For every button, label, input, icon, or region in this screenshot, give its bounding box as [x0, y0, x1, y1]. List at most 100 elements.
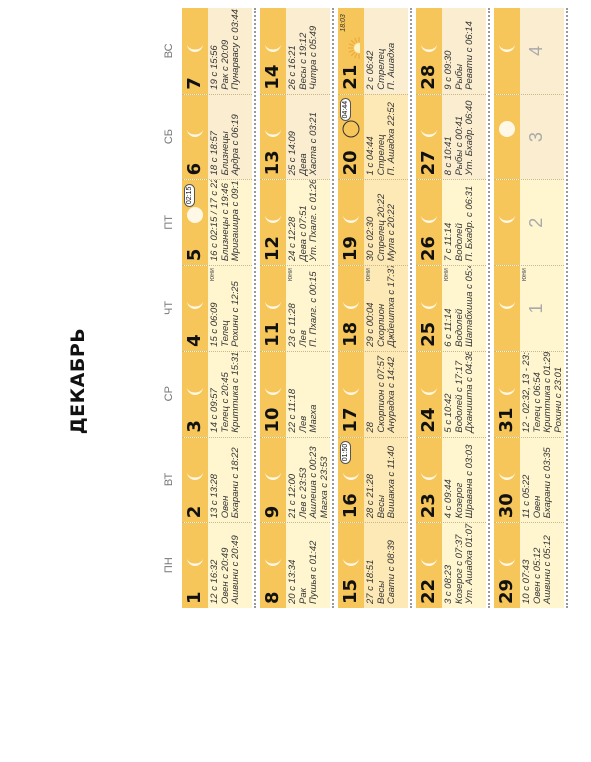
day-cell[interactable]: 8 20 с 13:34 Рак Пушья с 01:42: [260, 522, 330, 608]
day-cell[interactable]: 22 3 с 08:23 Козерог с 07:37 Ут. Ашадха 01:…: [416, 522, 486, 608]
day-cell[interactable]: 4: [494, 7, 564, 94]
day-number: 20: [340, 150, 361, 176]
day-info: 14 с 09:57 Телец с 20:45 Криттика с 15:31: [209, 351, 242, 433]
day-cell[interactable]: 24 5 с 10:42 Водолей с 17:17 Дханишта с 04:…: [416, 350, 486, 437]
info-line: Мригашира с 09:17: [230, 179, 241, 262]
info-line: Криттика с 15:31: [230, 351, 241, 433]
crescent-moon-icon: [343, 215, 359, 224]
page-title: ДЕКАБРЬ: [67, 327, 89, 435]
day-cell[interactable]: 30 11 с 05:22 Овен Бхарани с 03:35: [494, 436, 564, 523]
crescent-moon-icon: [187, 300, 203, 309]
day-cell[interactable]: 15 27 с 18:51 Весы Свати с 08:39: [338, 522, 408, 608]
info-line: Ут. Ашадха 01:07: [464, 523, 475, 604]
solstice-time: 18:03: [340, 14, 347, 32]
crescent-moon-icon: [265, 129, 281, 138]
day-cell[interactable]: 1 12 с 16:32 Овен с 20:49 Ашвини с 20:49: [182, 522, 252, 608]
crescent-moon-icon: [187, 43, 203, 52]
day-cell[interactable]: 3: [494, 93, 564, 180]
day-number: 5: [184, 248, 205, 262]
weekday-label: ЧТ: [163, 300, 175, 316]
day-number: 21: [340, 64, 361, 90]
day-cell[interactable]: 18 юни 29 с 00:04 Скорпион Джйештха с 17:37: [338, 265, 408, 351]
day-info: 22 с 11:18 Лев Магха: [287, 354, 320, 433]
day-info: 1 с 04:44 Стрелец П. Ашадха 22:52: [365, 97, 398, 176]
day-info: 20 с 13:34 Рак Пушья с 01:42: [287, 525, 320, 604]
day-info: 16 с 02:15 / 17 с 22:27 Близнецы с 19:46 М…: [209, 179, 242, 262]
day-cell[interactable]: 3 14 с 09:57 Телец с 20:45 Криттика с 15:31: [182, 350, 252, 437]
day-info: 12 с 16:32 Овен с 20:49 Ашвини с 20:49: [209, 525, 242, 604]
crescent-moon-icon: [343, 386, 359, 395]
day-cell[interactable]: 14 26 с 16:21 Весы с 19:12 Читра с 05:49: [260, 7, 330, 94]
info-line: 1 с 04:44: [365, 136, 376, 176]
info-line: 12 - 02:32, 13 - 23:19: [521, 350, 532, 433]
info-line: 18 с 18:57: [209, 131, 220, 176]
phase-time-badge: 02:15: [184, 183, 195, 208]
crescent-moon-icon: [499, 472, 515, 481]
info-line: Ашлеша с 00:23: [308, 446, 319, 519]
day-cell[interactable]: 12 24 с 12:28 Дева с 07:51 Ут. Пхалг. с 01:…: [260, 179, 330, 266]
info-line: 10 с 07:43: [521, 559, 532, 604]
info-line: Ашвини с 05:12: [542, 535, 553, 604]
day-cell[interactable]: юни 1: [494, 265, 564, 351]
day-number: 10: [262, 407, 283, 433]
weekday-label: СР: [163, 386, 175, 402]
day-cell[interactable]: 28 9 с 09:30 Рыбы Ревати с 06:14: [416, 7, 486, 94]
day-cell[interactable]: 7 19 с 15:56 Рак с 20:09 Пунарвасу с 03:44: [182, 7, 252, 94]
crescent-moon-icon: [421, 129, 437, 138]
info-line: Ашвини с 20:49: [230, 535, 241, 604]
info-line: 23 с 11:28: [287, 303, 298, 347]
day-cell[interactable]: 23 4 с 09:44 Козерог Шравана с 03:03: [416, 436, 486, 523]
day-cell[interactable]: 13 25 с 14:09 Дева Хаста с 03:21: [260, 93, 330, 180]
crescent-moon-icon: [265, 300, 281, 309]
crescent-moon-icon: [265, 386, 281, 395]
day-info: 2 с 06:42 Стрелец П. Ашадха: [365, 10, 398, 90]
day-info: 18 с 18:57 Близнецы Ардра с 06:19: [209, 97, 242, 176]
day-cell[interactable]: 9 21 с 12:00 Лев с 23:53 Ашлеша с 00:23 Магх…: [260, 436, 330, 523]
info-line: 6 с 11:14: [443, 308, 454, 347]
day-number: 6: [184, 162, 205, 176]
next-month-day: 2: [526, 217, 546, 228]
info-line: 15 с 06:09: [209, 302, 220, 347]
day-number: 17: [340, 407, 361, 433]
info-line: Ардра с 06:19: [230, 114, 241, 176]
crescent-moon-icon: [187, 472, 203, 481]
day-info: 23 с 11:28 Лев П. Пхалг. с 00:15: [287, 268, 320, 347]
day-cell[interactable]: 26 7 с 11:14 Водолей П. Бхадр. с 06:31: [416, 179, 486, 266]
day-cell[interactable]: 5 02:15 16 с 02:15 / 17 с 22:27 Близнецы с …: [182, 179, 252, 266]
crescent-moon-icon: [265, 43, 281, 52]
day-cell[interactable]: 21 18:03 2 с 06:42 Стрелец П. Ашадха: [338, 7, 408, 94]
day-cell[interactable]: 29 10 с 07:43 Овен с 05:12 Ашвини с 05:12: [494, 522, 564, 608]
info-line: 24 с 12:28: [287, 216, 298, 262]
info-line: Криттика с 01:29 /: [542, 350, 553, 433]
day-cell[interactable]: 31 12 - 02:32, 13 - 23:19 Телец с 06:54 Кри…: [494, 350, 564, 437]
day-cell[interactable]: 11 юни 23 с 11:28 Лев П. Пхалг. с 00:15: [260, 265, 330, 351]
day-cell[interactable]: 27 8 с 10:41 Рыбы с 00:41 Ут. Бхадр. 06:40: [416, 93, 486, 180]
day-number: 31: [496, 407, 517, 433]
full-moon-icon: [187, 207, 203, 224]
day-cell[interactable]: 25 юни 6 с 11:14 Водолей Шатабхиша с 05:49: [416, 265, 486, 351]
day-number: 8: [262, 591, 283, 604]
info-line: 27 с 18:51: [365, 559, 376, 604]
day-cell[interactable]: 19 30 с 02:30 Стрелец 20:22 Мула с 20:22: [338, 179, 408, 266]
crescent-moon-icon: [343, 472, 359, 481]
day-number: 19: [340, 236, 361, 262]
day-cell[interactable]: 16 01:50 28 с 21:28 Весы Вишакха с 11:40: [338, 436, 408, 523]
info-line: Ревати с 06:14: [464, 21, 475, 90]
day-number: 29: [496, 578, 517, 604]
day-cell[interactable]: 4 юни 15 с 06:09 Телец Рохини с 12:25: [182, 265, 252, 351]
day-cell[interactable]: 20 04:44 1 с 04:44 Стрелец П. Ашадха 22:52: [338, 93, 408, 180]
info-line: Магха: [308, 404, 319, 433]
day-cell[interactable]: 2: [494, 179, 564, 266]
day-cell[interactable]: 2 13 с 13:28 Овен Бхарани с 18:22: [182, 436, 252, 523]
day-number: 28: [418, 64, 439, 90]
info-line: Джйештха с 17:37: [386, 265, 397, 347]
day-cell[interactable]: 17 28 Скорпион с 07:57 Анурадха с 14:42: [338, 350, 408, 437]
day-cell[interactable]: 10 22 с 11:18 Лев Магха: [260, 350, 330, 437]
day-number: 16: [340, 493, 361, 519]
day-cell[interactable]: 6 18 с 18:57 Близнецы Ардра с 06:19: [182, 93, 252, 180]
info-line: 28 с 21:28: [365, 473, 376, 519]
info-line: 26 с 16:21: [287, 45, 298, 90]
info-line: Читра с 05:49: [308, 25, 319, 90]
info-line: Ут. Пхалг. с 01:26: [308, 179, 319, 262]
info-line: 16 с 02:15 / 17 с 22:27: [209, 179, 220, 262]
